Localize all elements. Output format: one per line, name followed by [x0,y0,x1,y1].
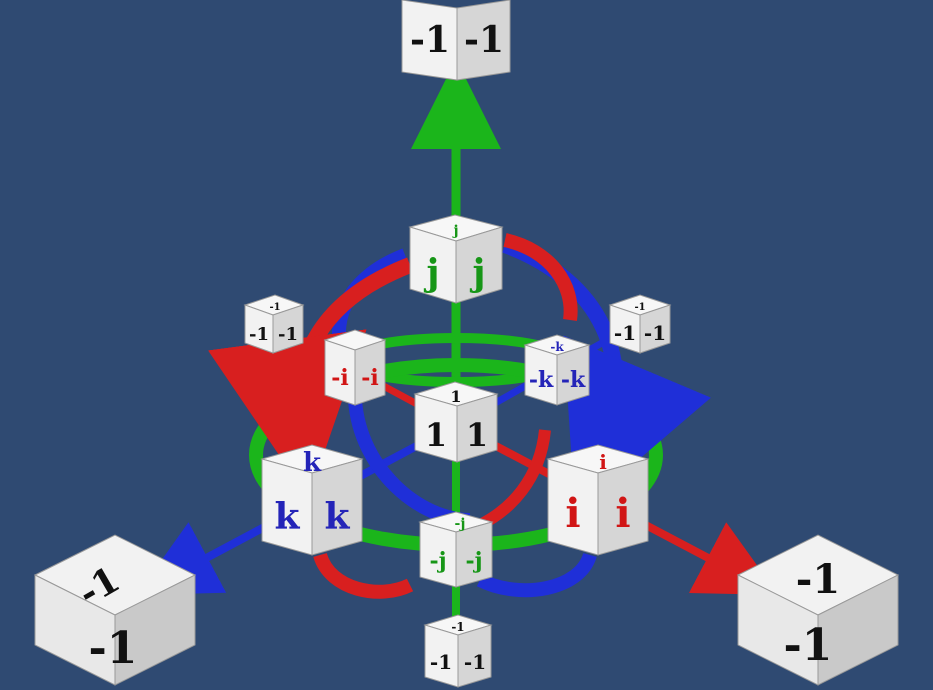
cube-label: k [275,496,301,538]
cube-label: j [423,252,439,294]
cube-label: k [325,496,351,538]
cube-label: -1 [464,650,486,674]
cube-upper-left-minus-one: -1 -1 -1 [243,294,305,354]
cube-label: -1 [269,302,280,313]
cube-label: -1 [784,620,833,671]
cube-one: 1 1 1 [413,381,499,463]
red-arc-lower [477,429,551,531]
red-arc-bottom [313,552,414,599]
cube-label: -1 [89,623,138,674]
cube-label: -1 [278,324,298,345]
cube-top-minus-one: -1 -1 [401,0,511,81]
cube-label: i [615,490,630,537]
cube-i: i i i [546,444,650,556]
cube-label: i [599,450,607,474]
cube-label: j [451,223,458,239]
cube-label: -1 [249,324,269,345]
cube-label: 1 [466,416,488,454]
blue-arc-bottom [476,552,597,598]
cube-minus-i: -i -i [323,329,387,406]
cube-label: -1 [430,650,452,674]
cube-label: -1 [410,19,450,61]
cube-bottom-minus-one: -1 -1 -1 [423,614,493,688]
cube-label: -1 [796,556,840,603]
cube-j: j j j [408,214,504,304]
cube-label: -k [529,367,554,393]
cube-minus-j: -j -j -j [418,511,494,588]
cube-label: -j [429,548,446,574]
cube-k: k k k [260,444,364,556]
cube-label: i [565,490,580,537]
cube-label: -k [561,367,586,393]
cube-label: -1 [634,302,645,313]
cube-minus-k: -k -k -k [523,334,591,406]
cube-label: 1 [425,416,447,454]
cube-label: -j [465,548,482,574]
cube-label: j [469,252,485,294]
cube-label: -1 [464,19,504,61]
cube-label: k [303,448,322,478]
red-arc-left [208,257,413,499]
cube-left-minus-one: -1 -1 [33,534,197,686]
cube-label: -k [550,340,564,354]
cube-right-minus-one: -1 -1 [736,534,900,686]
cube-label: 1 [450,387,461,406]
cube-label: -1 [614,321,636,345]
cube-label: -j [455,516,466,532]
cube-label: -i [361,365,379,391]
red-arc-right [503,233,578,321]
cube-label: -1 [644,321,666,345]
cube-label: -1 [451,620,464,634]
cube-upper-right-minus-one: -1 -1 -1 [608,294,672,354]
cube-label: -i [331,365,349,391]
